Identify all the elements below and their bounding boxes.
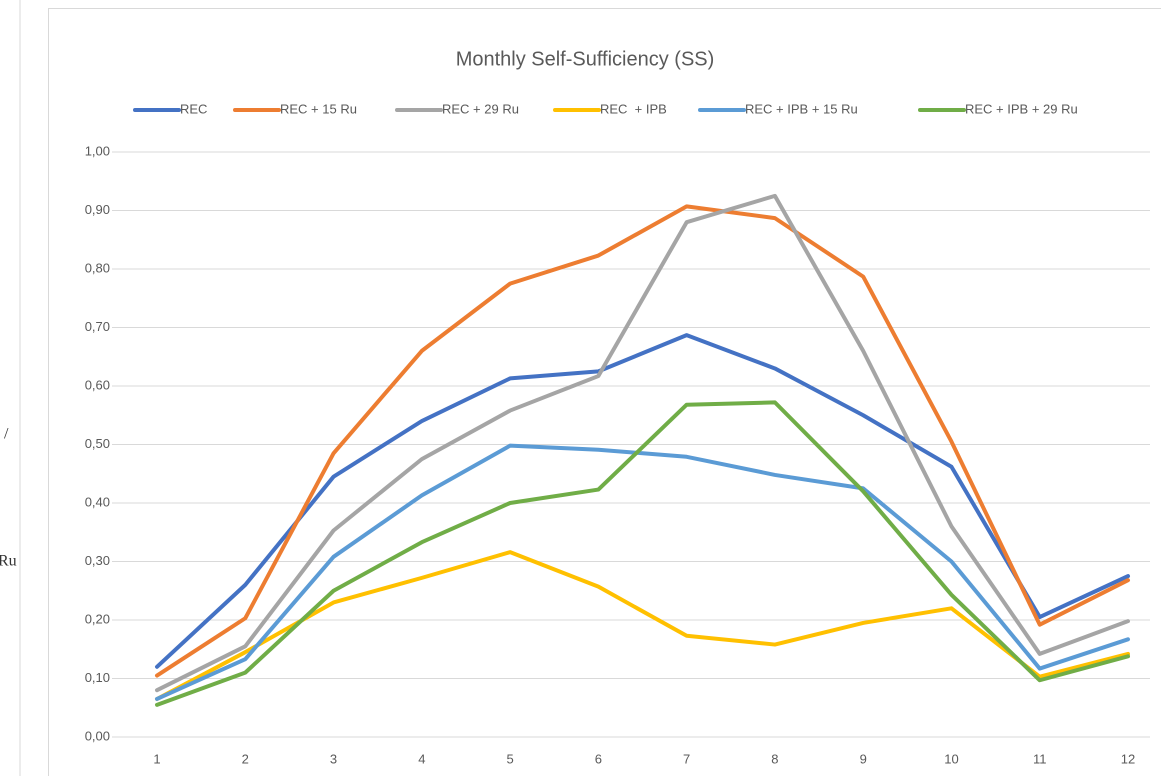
legend-label: REC [180,101,207,116]
x-tick-label: 7 [683,751,690,766]
legend-label: REC + IPB [600,101,667,116]
y-tick-label: 0,60 [85,377,110,392]
x-tick-label: 9 [860,751,867,766]
y-tick-label: 0,00 [85,728,110,743]
chart-title: Monthly Self-Sufficiency (SS) [456,48,715,70]
x-tick-label: 4 [418,751,425,766]
x-tick-label: 11 [1033,751,1047,766]
y-tick-label: 0,40 [85,494,110,509]
x-tick-label: 1 [153,751,160,766]
y-tick-label: 1,00 [85,143,110,158]
x-tick-label: 6 [595,751,602,766]
y-tick-label: 0,90 [85,202,110,217]
x-tick-label: 5 [506,751,513,766]
legend-label: REC + IPB + 29 Ru [965,101,1078,116]
y-tick-label: 0,20 [85,611,110,626]
x-tick-label: 3 [330,751,337,766]
y-tick-label: 0,10 [85,670,110,685]
side-text: Ru [0,553,17,570]
legend-label: REC + 15 Ru [280,101,357,116]
x-tick-label: 8 [771,751,778,766]
side-text: / [4,426,9,443]
y-tick-label: 0,70 [85,319,110,334]
legend-label: REC + IPB + 15 Ru [745,101,858,116]
y-tick-label: 0,80 [85,260,110,275]
legend-label: REC + 29 Ru [442,101,519,116]
y-tick-label: 0,50 [85,436,110,451]
x-tick-label: 10 [944,751,958,766]
x-tick-label: 2 [242,751,249,766]
y-tick-label: 0,30 [85,553,110,568]
x-tick-label: 12 [1121,751,1135,766]
